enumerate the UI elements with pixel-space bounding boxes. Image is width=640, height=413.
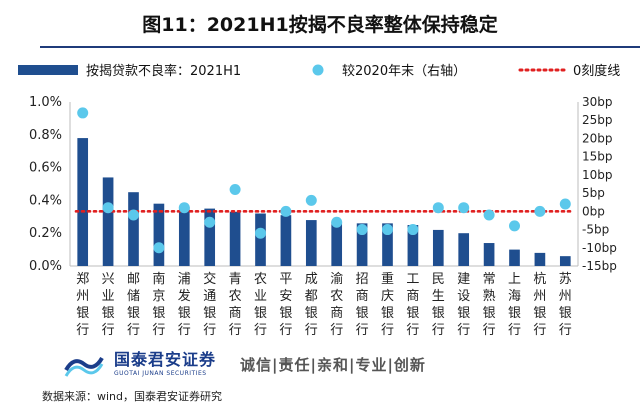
right-tick-label: -15bp	[582, 259, 617, 273]
bar	[280, 215, 292, 266]
scatter-point	[559, 198, 571, 210]
bar	[204, 208, 216, 266]
scatter-point	[204, 216, 216, 228]
scatter-point	[432, 202, 444, 214]
bar	[331, 221, 343, 266]
bar	[229, 211, 241, 266]
scatter-point	[407, 224, 419, 236]
category-label: 上海银行	[508, 272, 521, 338]
legend-dot-swatch	[312, 64, 324, 76]
bar	[102, 177, 114, 266]
bar	[255, 213, 266, 266]
bar	[305, 220, 317, 266]
scatter-point	[305, 194, 317, 206]
category-label: 农业银行	[254, 272, 267, 338]
category-label: 渝农商行	[330, 271, 343, 338]
category-label: 浦发银行	[178, 272, 191, 338]
combo-chart: 按揭贷款不良率：2021H1 较2020年末（右轴） 0刻度线 0.0% 0.2% 0.4…	[18, 63, 620, 338]
category-label: 平安银行	[279, 272, 292, 338]
scatter-point	[280, 205, 292, 217]
scatter-point	[77, 107, 89, 119]
category-label: 郑州银行	[76, 272, 89, 338]
chart-title-text: 图11：2021H1按揭不良率整体保持稳定	[142, 13, 498, 36]
scatter-point	[255, 227, 266, 239]
category-label: 交通银行	[203, 271, 216, 338]
bar	[458, 233, 470, 266]
left-tick-label: 0.8%	[29, 128, 62, 143]
brand-logo-icon	[64, 350, 104, 378]
scatter-point	[178, 202, 190, 214]
brand-name-en: GUOTAI JUNAN SECURITIES	[114, 369, 207, 377]
right-tick-label: 30bp	[582, 95, 613, 109]
scatter-point	[229, 183, 241, 195]
bar	[178, 206, 190, 266]
category-label: 建设银行	[457, 272, 470, 338]
left-tick-label: 0.6%	[29, 161, 62, 176]
right-tick-label: 15bp	[582, 150, 613, 164]
category-label: 南京银行	[152, 271, 165, 338]
category-label: 常熟银行	[483, 272, 496, 338]
scatter-point	[102, 202, 114, 214]
scatter-point	[356, 224, 368, 236]
bar	[407, 225, 419, 266]
bar	[356, 223, 368, 266]
left-tick-label: 0.2%	[29, 226, 62, 241]
brand-footer: 国泰君安证券 GUOTAI JUNAN SECURITIES 诚信|责任|亲和|…	[0, 344, 640, 384]
scatter-point	[331, 216, 343, 228]
category-label: 民生银行	[432, 272, 445, 338]
category-label: 苏州银行	[559, 271, 572, 338]
category-label: 重庆银行	[381, 271, 394, 338]
category-label: 兴业银行	[102, 272, 115, 338]
category-label: 工商银行	[406, 272, 419, 338]
legend-zero-label: 0刻度线	[573, 63, 620, 79]
category-label: 杭州银行	[533, 272, 546, 338]
right-tick-label: 5bp	[582, 186, 605, 200]
right-tick-label: -5bp	[582, 223, 609, 237]
left-tick-label: 1.0%	[29, 95, 62, 110]
scatter-point	[128, 209, 139, 221]
bar	[153, 203, 165, 266]
category-label: 招商银行	[356, 272, 369, 338]
right-tick-label: -10bp	[582, 241, 617, 255]
scatter-point	[483, 209, 495, 221]
chart-title: 图11：2021H1按揭不良率整体保持稳定	[0, 0, 640, 46]
bar	[509, 249, 520, 266]
scatter-point	[382, 224, 393, 236]
right-tick-label: 25bp	[582, 113, 613, 127]
scatter-point	[458, 202, 470, 214]
bar	[432, 229, 444, 266]
bar	[128, 192, 139, 266]
right-tick-label: 0bp	[582, 204, 605, 218]
category-label: 成都银行	[305, 272, 318, 338]
data-source-note: 数据来源：wind，国泰君安证券研究	[42, 390, 223, 403]
scatter-point	[153, 242, 165, 254]
title-divider	[40, 46, 640, 48]
brand-name: 国泰君安证券	[114, 349, 217, 369]
right-tick-label: 10bp	[582, 168, 613, 182]
bar	[77, 138, 89, 266]
right-tick-label: 20bp	[582, 131, 613, 145]
left-tick-label: 0.0%	[29, 259, 62, 274]
left-tick-label: 0.4%	[29, 193, 62, 208]
legend-dot-label: 较2020年末（右轴）	[342, 64, 466, 79]
bar	[534, 252, 546, 266]
scatter-point	[509, 220, 520, 232]
bar	[483, 243, 495, 266]
bar	[382, 223, 393, 266]
brand-slogan: 诚信|责任|亲和|专业|创新	[240, 355, 426, 374]
bar	[559, 256, 571, 266]
legend-bar-label: 按揭贷款不良率：2021H1	[86, 63, 241, 79]
category-label: 青农商行	[229, 272, 242, 338]
legend-bar-swatch	[18, 65, 78, 75]
category-label: 邮储银行	[127, 272, 140, 338]
scatter-point	[534, 205, 546, 217]
